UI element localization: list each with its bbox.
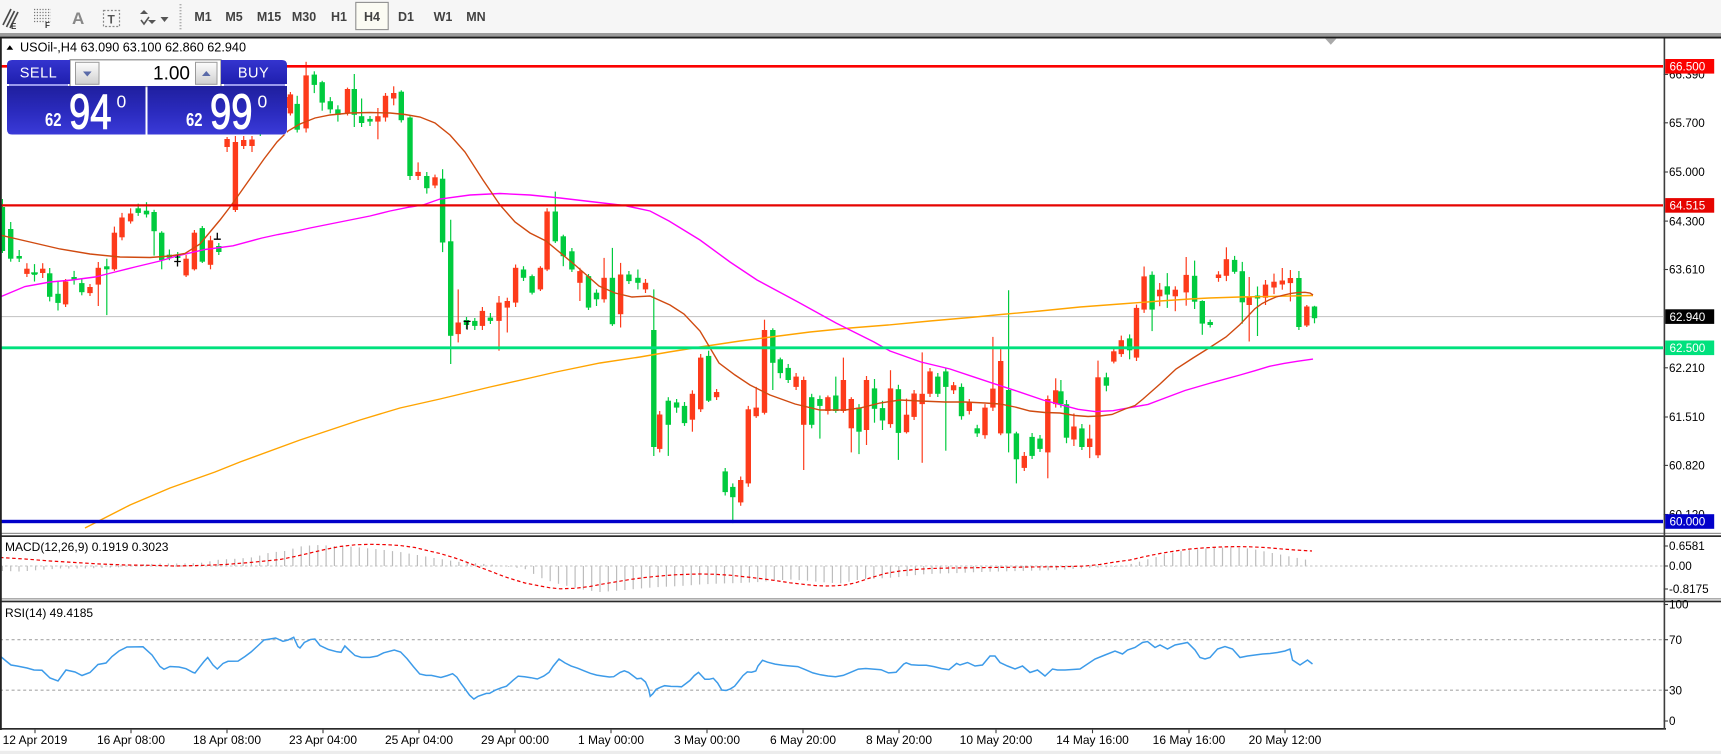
svg-text:16 May 16:00: 16 May 16:00 [1153, 733, 1226, 747]
svg-text:64.515: 64.515 [1670, 200, 1706, 213]
svg-text:6 May 20:00: 6 May 20:00 [770, 733, 836, 747]
svg-text:M5: M5 [225, 10, 242, 24]
svg-text:0.00: 0.00 [1669, 560, 1692, 573]
svg-text:25 Apr 04:00: 25 Apr 04:00 [385, 733, 453, 747]
svg-text:1.00: 1.00 [153, 64, 190, 85]
svg-text:64.300: 64.300 [1669, 215, 1705, 228]
svg-text:D1: D1 [398, 10, 414, 24]
svg-text:0: 0 [117, 92, 127, 112]
svg-text:62: 62 [45, 109, 62, 130]
svg-text:MN: MN [466, 10, 485, 24]
svg-text:100: 100 [1669, 599, 1689, 612]
svg-text:W1: W1 [434, 10, 453, 24]
svg-text:-0.8175: -0.8175 [1669, 583, 1709, 596]
svg-text:E: E [11, 22, 17, 31]
svg-text:65.000: 65.000 [1669, 166, 1705, 179]
svg-text:A: A [72, 9, 84, 28]
svg-text:60.820: 60.820 [1669, 460, 1705, 473]
svg-text:23 Apr 04:00: 23 Apr 04:00 [289, 733, 357, 747]
svg-text:3 May 00:00: 3 May 00:00 [674, 733, 740, 747]
svg-text:94: 94 [69, 86, 112, 140]
svg-text:M30: M30 [292, 10, 316, 24]
svg-text:30: 30 [1669, 684, 1683, 697]
svg-text:MACD(12,26,9) 0.1919 0.3023: MACD(12,26,9) 0.1919 0.3023 [5, 540, 169, 554]
svg-text:65.700: 65.700 [1669, 117, 1705, 130]
svg-text:0: 0 [1669, 715, 1676, 728]
svg-text:99: 99 [210, 86, 253, 140]
svg-text:1 May 00:00: 1 May 00:00 [578, 733, 644, 747]
svg-text:63.610: 63.610 [1669, 264, 1705, 277]
svg-text:M1: M1 [194, 10, 211, 24]
svg-text:29 Apr 00:00: 29 Apr 00:00 [481, 733, 549, 747]
svg-text:M15: M15 [257, 10, 281, 24]
svg-text:66.500: 66.500 [1670, 61, 1706, 74]
svg-text:62.210: 62.210 [1669, 362, 1705, 375]
svg-text:H1: H1 [331, 10, 347, 24]
svg-text:F: F [45, 21, 50, 30]
svg-text:62: 62 [186, 109, 203, 130]
svg-text:61.510: 61.510 [1669, 411, 1705, 424]
svg-text:60.000: 60.000 [1670, 516, 1706, 529]
svg-text:0.6581: 0.6581 [1669, 540, 1705, 553]
svg-text:USOil-,H4 63.090 63.100 62.86: USOil-,H4 63.090 63.100 62.860 62.940 [20, 41, 246, 55]
svg-text:T: T [108, 13, 116, 27]
svg-text:10 May 20:00: 10 May 20:00 [960, 733, 1033, 747]
svg-text:RSI(14) 49.4185: RSI(14) 49.4185 [5, 606, 93, 620]
svg-text:18 Apr 08:00: 18 Apr 08:00 [193, 733, 261, 747]
svg-text:12 Apr 2019: 12 Apr 2019 [3, 733, 68, 747]
svg-text:14 May 16:00: 14 May 16:00 [1056, 733, 1129, 747]
svg-text:8 May 20:00: 8 May 20:00 [866, 733, 932, 747]
svg-text:16 Apr 08:00: 16 Apr 08:00 [97, 733, 165, 747]
svg-text:BUY: BUY [238, 65, 269, 81]
svg-text:70: 70 [1669, 634, 1683, 647]
svg-text:0: 0 [258, 92, 268, 112]
svg-text:H4: H4 [364, 10, 380, 24]
svg-text:20 May 12:00: 20 May 12:00 [1249, 733, 1322, 747]
svg-text:SELL: SELL [20, 65, 57, 81]
svg-text:62.500: 62.500 [1670, 342, 1706, 355]
svg-text:62.940: 62.940 [1670, 311, 1706, 324]
